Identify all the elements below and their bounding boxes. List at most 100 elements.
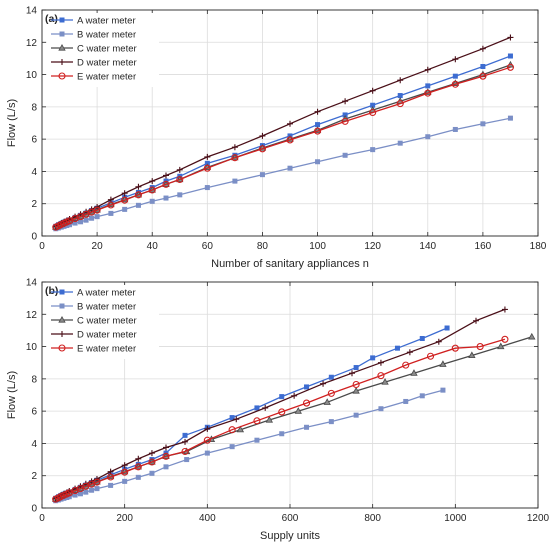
legend-label: A water meter	[77, 288, 136, 299]
data-point	[177, 192, 183, 198]
y-tick-label: 2	[31, 199, 37, 210]
x-tick-label: 20	[92, 241, 104, 252]
data-point	[203, 164, 211, 172]
data-point	[82, 482, 90, 490]
data-point	[424, 66, 431, 73]
x-tick-label: 1200	[527, 513, 550, 524]
legend-label: B water meter	[77, 30, 136, 41]
y-tick-label: 4	[31, 439, 37, 450]
panel-label: (a)	[45, 13, 58, 25]
data-point	[229, 444, 235, 450]
legend-marker	[59, 17, 65, 23]
data-point	[94, 486, 100, 492]
data-point	[228, 426, 236, 434]
data-point	[480, 121, 486, 127]
data-point	[403, 398, 409, 404]
y-tick-label: 6	[31, 135, 37, 146]
data-point	[451, 344, 459, 352]
data-point	[479, 72, 487, 80]
y-axis-label: Flow (L/s)	[6, 371, 18, 419]
data-point	[480, 64, 486, 70]
data-point	[89, 215, 95, 221]
y-tick-label: 2	[31, 471, 37, 482]
data-point	[397, 77, 404, 84]
data-point	[369, 87, 376, 94]
data-point	[370, 355, 376, 361]
data-point	[181, 447, 189, 456]
legend-marker	[59, 303, 65, 309]
data-point	[425, 134, 431, 140]
data-point	[254, 437, 260, 443]
panel-label: (b)	[45, 285, 58, 297]
data-point	[342, 98, 349, 105]
legend: (b) A water meter B water meter C water met…	[45, 285, 159, 359]
data-point	[122, 478, 128, 484]
y-tick-label: 12	[26, 310, 38, 321]
data-point	[93, 478, 101, 486]
data-point	[440, 387, 446, 393]
data-point	[94, 214, 100, 220]
data-point	[121, 462, 128, 469]
data-point	[315, 122, 321, 128]
data-point	[419, 393, 425, 399]
data-point	[163, 444, 169, 451]
data-point	[286, 136, 294, 144]
data-point	[452, 56, 459, 63]
data-point	[473, 317, 479, 324]
data-point	[327, 389, 335, 397]
data-point	[444, 325, 450, 331]
x-tick-label: 140	[419, 241, 436, 252]
legend-label: E water meter	[77, 344, 136, 355]
legend-box	[47, 13, 159, 87]
x-tick-label: 160	[475, 241, 492, 252]
legend-marker	[58, 72, 66, 80]
data-point	[507, 53, 513, 59]
data-point	[93, 206, 101, 214]
data-point	[278, 408, 286, 416]
data-point	[402, 361, 410, 369]
data-point	[204, 425, 211, 432]
data-point	[369, 108, 377, 117]
data-point	[148, 186, 156, 194]
legend-label: A water meter	[77, 16, 136, 27]
data-point	[134, 463, 142, 471]
series-e-water-meter	[52, 63, 514, 231]
data-point	[528, 332, 536, 340]
legend-label: B water meter	[77, 302, 136, 313]
data-point	[135, 202, 141, 208]
panel-b: 0 200 400 600 800 1000 1200 0 2 4 6 8 10 12 14 Supply u…	[6, 278, 550, 543]
legend-label: E water meter	[77, 72, 136, 83]
data-point	[122, 206, 128, 212]
data-point	[501, 306, 508, 313]
data-point	[162, 452, 170, 460]
data-point	[328, 419, 334, 425]
data-point	[65, 489, 73, 497]
data-point	[236, 425, 245, 433]
y-tick-label: 6	[31, 407, 37, 418]
y-tick-label: 4	[31, 167, 37, 178]
legend-label: D water meter	[77, 330, 137, 341]
x-tick-label: 0	[39, 513, 45, 524]
data-point	[452, 73, 458, 79]
x-tick-label: 180	[530, 241, 547, 252]
legend-marker	[58, 43, 66, 51]
data-point	[287, 120, 293, 127]
x-tick-label: 120	[364, 241, 381, 252]
data-point	[323, 398, 331, 405]
data-point	[184, 457, 190, 463]
data-point	[182, 438, 189, 445]
series-b-water-meter	[53, 115, 513, 232]
data-point	[265, 415, 274, 423]
data-point	[231, 144, 238, 151]
data-point	[314, 108, 321, 115]
data-point	[229, 415, 235, 421]
data-point	[468, 351, 476, 359]
series-e-water-meter	[52, 335, 509, 503]
y-tick-label: 14	[26, 6, 38, 17]
data-point	[352, 386, 360, 394]
y-tick-label: 8	[31, 374, 37, 385]
axes-frame	[41, 9, 539, 237]
data-point	[107, 201, 115, 209]
legend-box	[47, 285, 159, 359]
